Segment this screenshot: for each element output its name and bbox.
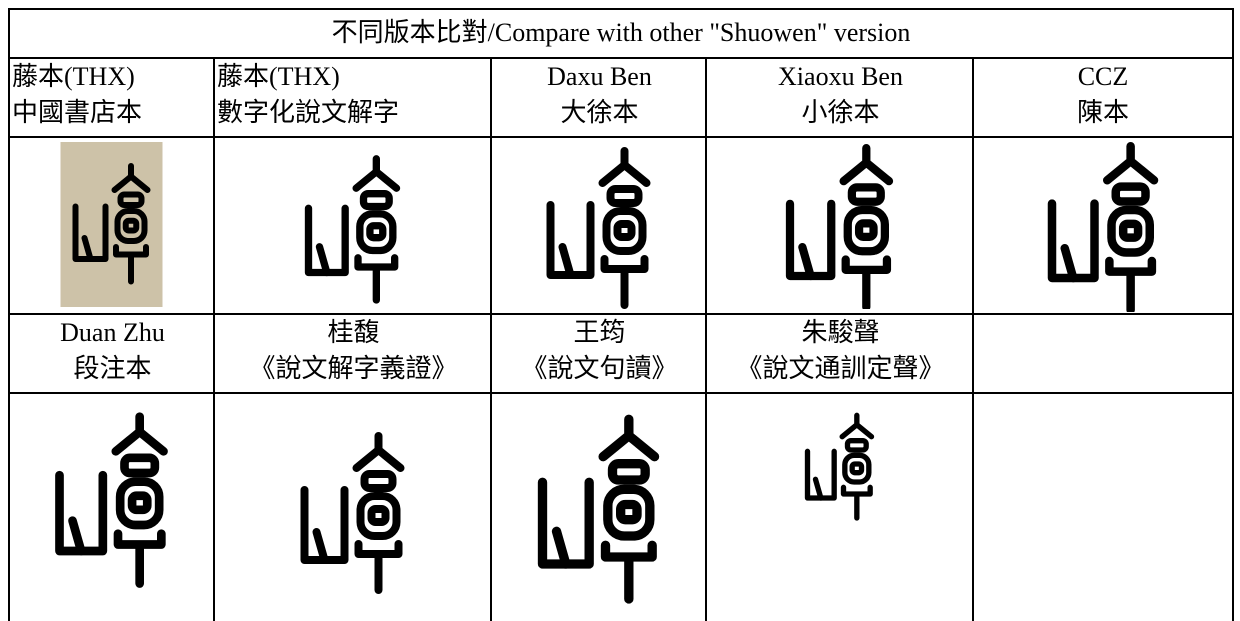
cell-label: 《說文通訓定聲》 [736, 354, 945, 383]
table-cell [972, 313, 1234, 394]
glyph-image [707, 138, 972, 313]
glyph-image [60, 142, 163, 307]
cell-label: 大徐本 [560, 98, 639, 127]
table-cell: 王筠 《說文句讀》 [490, 313, 707, 394]
table-cell [213, 136, 492, 315]
table-cell: 桂馥《說文解字義證》 [213, 313, 492, 394]
table-cell [490, 136, 707, 315]
table-cell: 藤本(THX) 中國書店本 [8, 57, 215, 138]
cell-label: 《說文解字義證》 [249, 354, 458, 383]
cell-label: 朱駿聲 [801, 318, 880, 347]
table-cell [705, 136, 974, 315]
table-cell: Xiaoxu Ben 小徐本 [705, 57, 974, 138]
table-cell: Duan Zhu 段注本 [8, 313, 215, 394]
cell-label: 藤本(THX) [12, 62, 135, 91]
glyph-image [707, 394, 972, 621]
cell-label: 數字化說文解字 [217, 98, 400, 127]
table-cell [8, 392, 215, 621]
table-cell [213, 392, 492, 621]
cell-label: Duan Zhu [60, 318, 165, 347]
table-cell: 藤本(THX) 數字化說文解字 [213, 57, 492, 138]
table-cell: CCZ 陳本 [972, 57, 1234, 138]
cell-label: 段注本 [73, 354, 152, 383]
cell-label: 陳本 [1076, 98, 1129, 127]
cell-label: 王筠 [573, 318, 626, 347]
cell-label: Daxu Ben [547, 62, 652, 91]
table-cell: 朱駿聲《說文通訓定聲》 [705, 313, 974, 394]
table-cell [8, 136, 215, 315]
cell-label: Xiaoxu Ben [778, 62, 903, 91]
table-cell: 不同版本比對/Compare with other "Shuowen" vers… [8, 8, 1234, 59]
table-cell [972, 392, 1234, 621]
cell-label: CCZ [1077, 62, 1129, 91]
cell-label: 中國書店本 [12, 98, 143, 127]
glyph-image [215, 138, 490, 313]
glyph-image [492, 394, 705, 621]
table-cell [490, 392, 707, 621]
table-cell [972, 136, 1234, 315]
glyph-image [492, 138, 705, 313]
cell-label: 《說文句讀》 [521, 354, 678, 383]
glyph-image [215, 394, 490, 621]
cell-label: 桂馥 [327, 318, 380, 347]
cell-label: 藤本(THX) [217, 62, 340, 91]
table-cell: Daxu Ben 大徐本 [490, 57, 707, 138]
cell-label: 小徐本 [801, 98, 880, 127]
glyph-image [974, 138, 1232, 313]
glyph-image [10, 394, 213, 621]
table-cell [705, 392, 974, 621]
